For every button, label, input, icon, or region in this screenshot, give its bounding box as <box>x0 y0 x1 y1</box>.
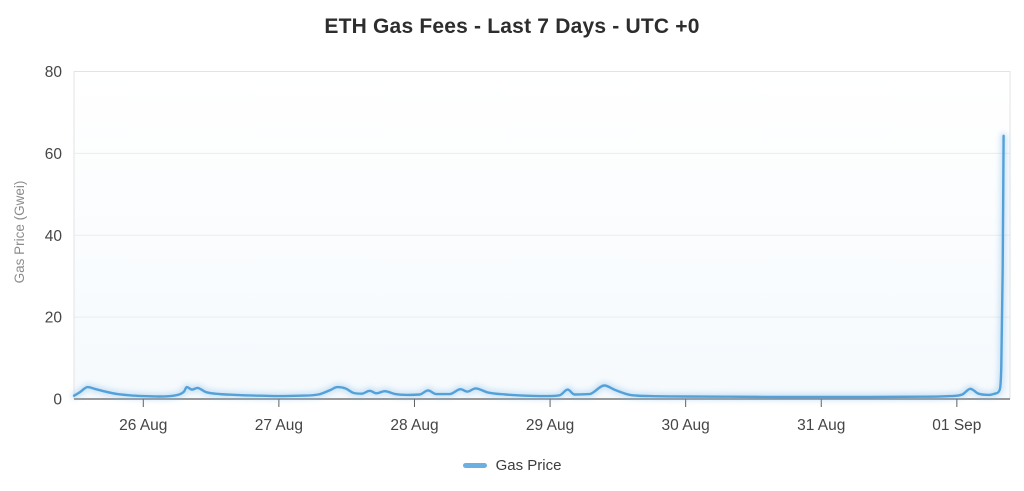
gas-price-line <box>72 134 1005 399</box>
x-tick-label: 26 Aug <box>119 417 167 434</box>
x-tick-label: 29 Aug <box>526 417 574 434</box>
chart-title: ETH Gas Fees - Last 7 Days - UTC +0 <box>324 15 700 38</box>
y-tick-label: 40 <box>45 228 63 245</box>
legend-line-icon <box>462 463 487 468</box>
plot-border <box>73 71 1011 399</box>
legend-item-gas-price[interactable]: Gas Price <box>462 457 562 474</box>
y-tick-label: 60 <box>45 146 63 163</box>
x-tick-label: 31 Aug <box>797 417 845 434</box>
plot-area: 26 Aug 27 Aug 28 Aug 29 Aug 30 Aug 31 Aug 01 S… <box>45 64 1011 434</box>
y-tick-label: 80 <box>45 64 63 81</box>
legend: Gas Price <box>0 457 1024 474</box>
x-tick-label: 27 Aug <box>255 417 303 434</box>
y-tick-label: 0 <box>53 392 62 409</box>
y-tick-label: 20 <box>45 310 63 327</box>
legend-label: Gas Price <box>495 457 562 474</box>
x-tick-label: 28 Aug <box>390 417 438 434</box>
x-tick-label: 30 Aug <box>662 417 710 434</box>
x-tick-label: 01 Sep <box>932 417 981 434</box>
